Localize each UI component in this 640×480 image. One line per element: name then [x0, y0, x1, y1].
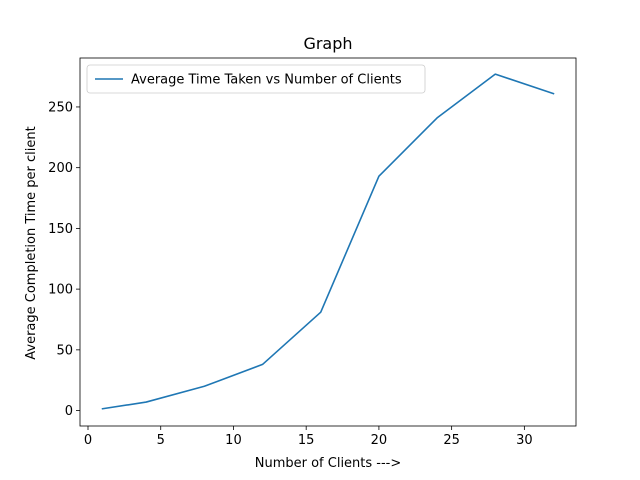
y-tick-label: 200 [48, 161, 73, 176]
y-tick-label: 150 [48, 222, 73, 237]
legend-box [86, 64, 426, 94]
x-tick-label: 30 [516, 433, 533, 448]
x-tick-label: 20 [371, 433, 388, 448]
x-axis-label: Number of Clients ---> [255, 456, 402, 471]
x-tick-label: 5 [157, 433, 165, 448]
x-tick-label: 15 [298, 433, 315, 448]
chart-title: Graph [303, 34, 352, 53]
y-tick-label: 250 [48, 100, 73, 115]
x-tick-label: 10 [225, 433, 242, 448]
plot-area: 0 5 10 15 20 25 30 0 50 100 150 200 250 [48, 57, 577, 448]
x-tick-label: 25 [443, 433, 460, 448]
x-tick-label: 0 [84, 433, 92, 448]
y-axis-label: Average Completion Time per client [24, 126, 39, 360]
y-tick-label: 50 [56, 343, 73, 358]
legend-label-0: Average Time Taken vs Number of Clients [131, 73, 402, 88]
y-tick-label: 0 [65, 404, 73, 419]
legend: Average Time Taken vs Number of Clients [86, 64, 426, 94]
y-tick-label: 100 [48, 283, 73, 298]
series-line-0 [101, 73, 555, 410]
axes-frame [79, 57, 577, 427]
